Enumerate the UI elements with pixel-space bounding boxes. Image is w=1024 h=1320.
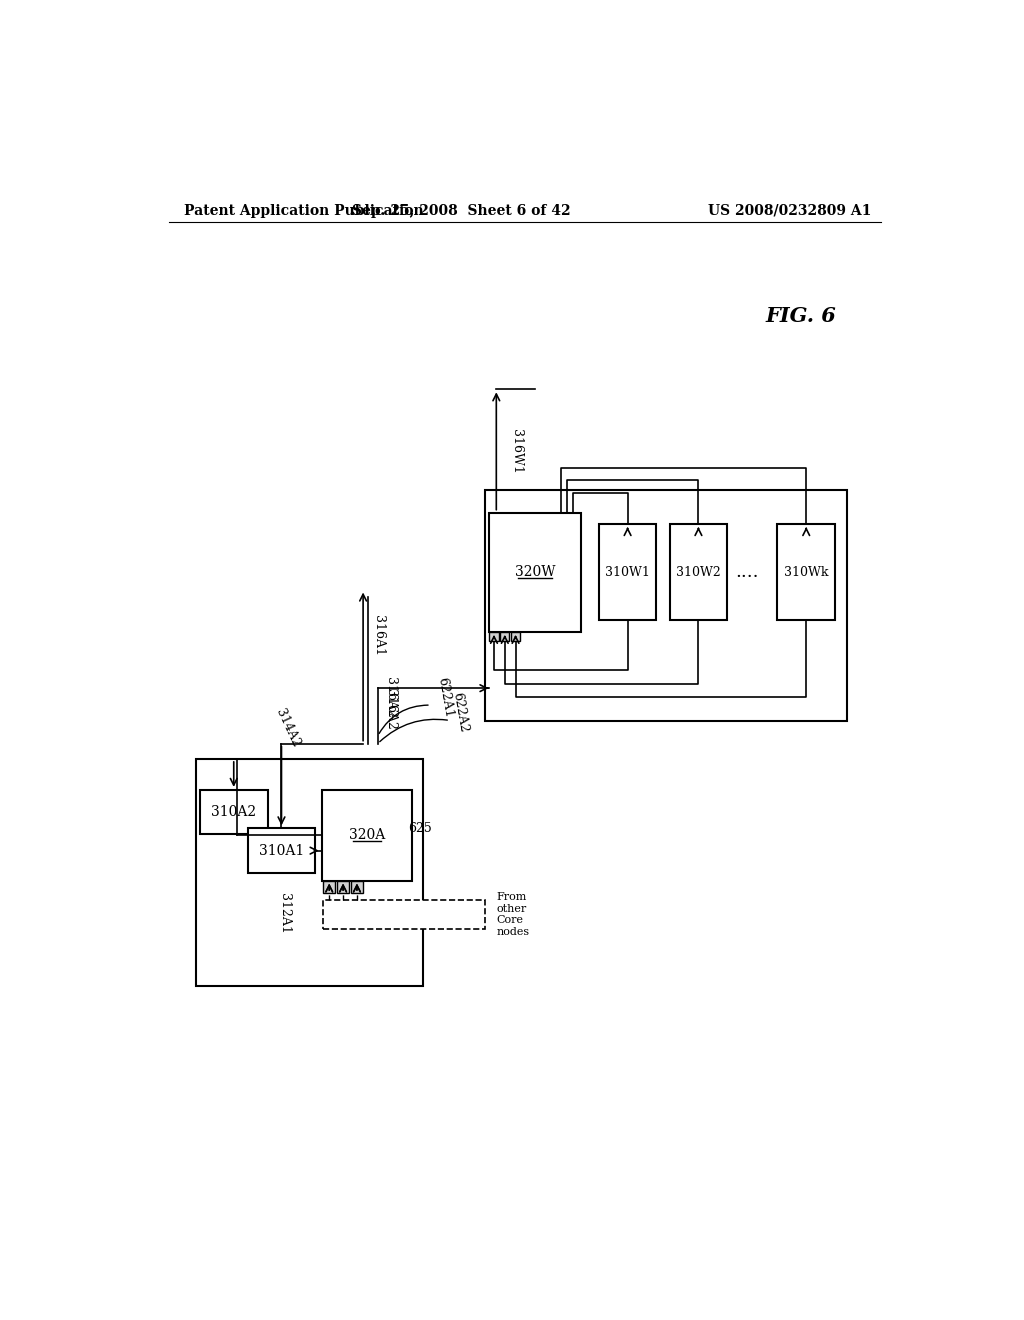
Bar	[337, 880, 349, 892]
Bar	[488, 512, 581, 632]
Text: 312A1: 312A1	[279, 892, 291, 933]
Text: 320A: 320A	[349, 828, 385, 842]
Bar	[200, 789, 267, 834]
Bar	[500, 632, 509, 642]
Text: ....: ....	[735, 562, 759, 581]
Text: 310W1: 310W1	[605, 566, 650, 578]
Bar	[489, 632, 499, 642]
Bar	[670, 524, 727, 620]
Bar	[511, 632, 520, 642]
Text: 314A2: 314A2	[273, 708, 302, 750]
Text: US 2008/0232809 A1: US 2008/0232809 A1	[708, 203, 871, 218]
Text: From
other
Core
nodes: From other Core nodes	[497, 892, 529, 937]
Text: FIG. 6: FIG. 6	[765, 306, 836, 326]
Text: Patent Application Publication: Patent Application Publication	[184, 203, 424, 218]
Text: 622A2: 622A2	[451, 692, 470, 734]
Bar	[323, 900, 484, 929]
Text: 310Wk: 310Wk	[784, 566, 828, 578]
Bar	[196, 759, 423, 986]
Bar	[484, 490, 847, 721]
Bar	[322, 789, 413, 880]
Bar	[599, 524, 656, 620]
Text: 316W1: 316W1	[510, 429, 523, 474]
Text: 316A2: 316A2	[384, 677, 397, 718]
Text: 310W2: 310W2	[676, 566, 721, 578]
Bar	[323, 880, 336, 892]
Text: 316A2: 316A2	[384, 689, 397, 730]
Text: 320W: 320W	[514, 565, 555, 579]
Text: 310A2: 310A2	[211, 805, 256, 820]
Text: 310A1: 310A1	[259, 843, 304, 858]
Bar	[777, 524, 836, 620]
Text: Sep. 25, 2008  Sheet 6 of 42: Sep. 25, 2008 Sheet 6 of 42	[352, 203, 571, 218]
Text: 316A1: 316A1	[373, 615, 385, 656]
Text: 622A1: 622A1	[435, 676, 455, 718]
Bar	[351, 880, 364, 892]
Bar	[248, 829, 315, 873]
Text: 625: 625	[408, 822, 431, 834]
